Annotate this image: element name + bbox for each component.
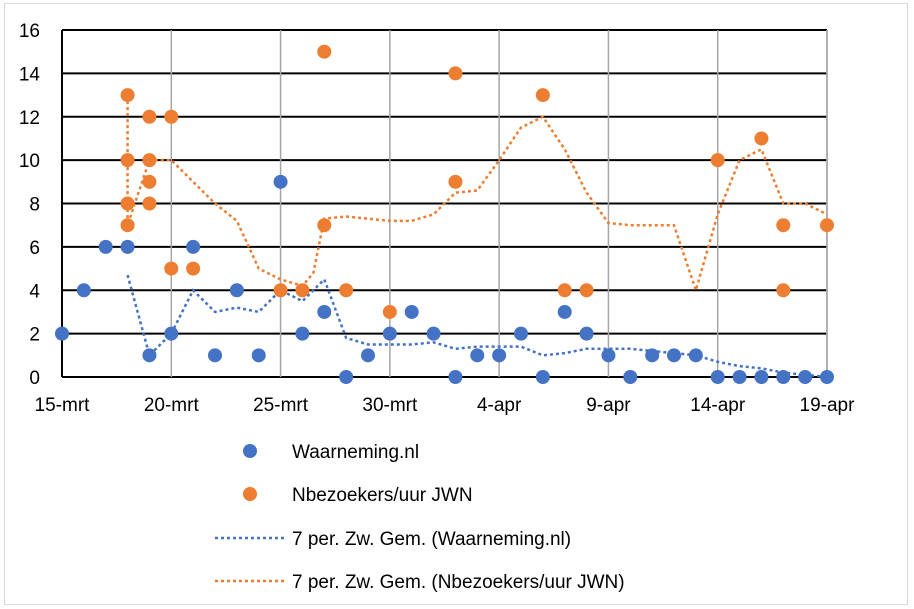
- series-0-point-30: [710, 370, 725, 384]
- x-tick-label-25-mrt: 25-mrt: [253, 395, 309, 416]
- series-0-point-6: [186, 239, 201, 254]
- moving-average-lines: [126, 95, 828, 379]
- y-tick-label-4: 4: [29, 281, 40, 302]
- legend-label-1: Nbezoekers/uur JWN: [292, 485, 473, 506]
- series-1-point-26: [820, 218, 834, 233]
- series-0-point-5: [164, 326, 179, 341]
- y-tick-label-8: 8: [29, 195, 40, 216]
- series-0-point-1: [76, 283, 91, 298]
- x-tick-label-14-apr: 14-apr: [690, 395, 746, 416]
- series-1-point-23: [754, 131, 769, 146]
- x-tick-label-20-mrt: 20-mrt: [144, 395, 200, 416]
- series-0-point-9: [251, 348, 266, 363]
- legend: Waarneming.nl Nbezoekers/uur JWN 7 per. Zw…: [215, 442, 625, 593]
- series-1-point-3: [120, 218, 135, 233]
- series-0-point-27: [645, 348, 660, 363]
- series-0-point-3: [120, 239, 135, 254]
- y-tick-label-14: 14: [19, 64, 41, 85]
- series-0-point-7: [208, 348, 222, 363]
- y-tick-label-0: 0: [29, 368, 40, 389]
- series-1-point-16: [382, 304, 397, 319]
- legend-label-0: Waarneming.nl: [292, 442, 419, 463]
- chart-frame: [4, 3, 908, 605]
- axis-tick-labels: 0 2 4 6 8 10 12 14 16 15-mrt 20-mrt 25-mrt 30-mrt 4-a…: [19, 21, 855, 416]
- series-1-point-12: [295, 283, 310, 298]
- series-1-point-22: [710, 153, 725, 168]
- series-1-point-13: [317, 44, 332, 59]
- series-0-point-15: [382, 326, 397, 341]
- legend-label-2: 7 per. Zw. Gem. (Waarneming.nl): [292, 529, 571, 550]
- series-0-point-25: [601, 348, 616, 363]
- series-0-point-23: [557, 304, 572, 319]
- series-1-point-7: [142, 196, 157, 211]
- series-0-point-2: [98, 239, 113, 254]
- series-1-point-11: [273, 283, 288, 298]
- series-0-point-13: [339, 370, 354, 384]
- series-0-point-12: [317, 304, 332, 319]
- series-0-point-14: [361, 348, 375, 363]
- y-tick-label-6: 6: [29, 238, 40, 259]
- x-tick-label-4-apr: 4-apr: [477, 395, 522, 416]
- series-1-point-9: [164, 261, 179, 276]
- legend-marker-1: [243, 487, 257, 501]
- series-1-point-17: [448, 66, 463, 81]
- y-tick-label-2: 2: [29, 325, 40, 346]
- grid-layer: [61, 29, 828, 378]
- series-1-point-25: [776, 283, 791, 298]
- x-tick-label-9-apr: 9-apr: [586, 395, 631, 416]
- series-1-point-18: [448, 174, 463, 189]
- series-1-point-20: [557, 283, 572, 298]
- series-1-point-0: [120, 88, 135, 103]
- series-0-point-29: [688, 348, 703, 363]
- series-0-point-10: [273, 174, 288, 189]
- series-1-point-14: [317, 218, 332, 233]
- series-0-point-24: [579, 326, 594, 341]
- series-0-point-22: [535, 370, 550, 384]
- legend-marker-0: [243, 444, 257, 458]
- series-0-point-20: [492, 348, 507, 363]
- y-tick-label-12: 12: [19, 108, 40, 129]
- series-0-point-18: [448, 370, 463, 384]
- series-0-point-33: [776, 370, 791, 384]
- x-tick-label-30-mrt: 30-mrt: [362, 395, 418, 416]
- series-1-point-5: [142, 153, 157, 168]
- series-1-point-8: [164, 109, 179, 124]
- y-tick-label-16: 16: [19, 21, 40, 42]
- series-0-point-34: [798, 370, 813, 384]
- series-1-point-2: [120, 196, 135, 211]
- series-1-point-21: [579, 283, 594, 298]
- series-1-point-19: [535, 88, 550, 103]
- series-1-point-4: [142, 109, 157, 124]
- series-1-point-10: [186, 261, 201, 276]
- series-0-point-31: [732, 370, 747, 384]
- series-1-point-15: [339, 283, 354, 298]
- series-line-2: [126, 274, 828, 379]
- series-0-point-19: [470, 348, 485, 363]
- series-0-point-16: [404, 304, 419, 319]
- x-tick-label-15-mrt: 15-mrt: [35, 395, 91, 416]
- series-0-point-0: [55, 326, 69, 341]
- x-tick-label-19-apr: 19-apr: [800, 395, 856, 416]
- series-0-point-26: [623, 370, 638, 384]
- series-1-point-6: [142, 174, 157, 189]
- series-1-point-24: [776, 218, 791, 233]
- series-0-point-11: [295, 326, 310, 341]
- y-tick-label-10: 10: [19, 151, 40, 172]
- series-0-point-35: [820, 370, 834, 384]
- series-0-point-8: [229, 283, 244, 298]
- series-0-point-21: [514, 326, 528, 341]
- series-0-point-4: [142, 348, 157, 363]
- legend-label-3: 7 per. Zw. Gem. (Nbezoekers/uur JWN): [292, 572, 625, 593]
- series-0-point-17: [426, 326, 441, 341]
- series-0-point-32: [754, 370, 769, 384]
- series-0-point-28: [667, 348, 681, 363]
- series-1-point-1: [120, 153, 135, 168]
- series-line-3: [126, 95, 828, 295]
- data-points: [55, 44, 834, 384]
